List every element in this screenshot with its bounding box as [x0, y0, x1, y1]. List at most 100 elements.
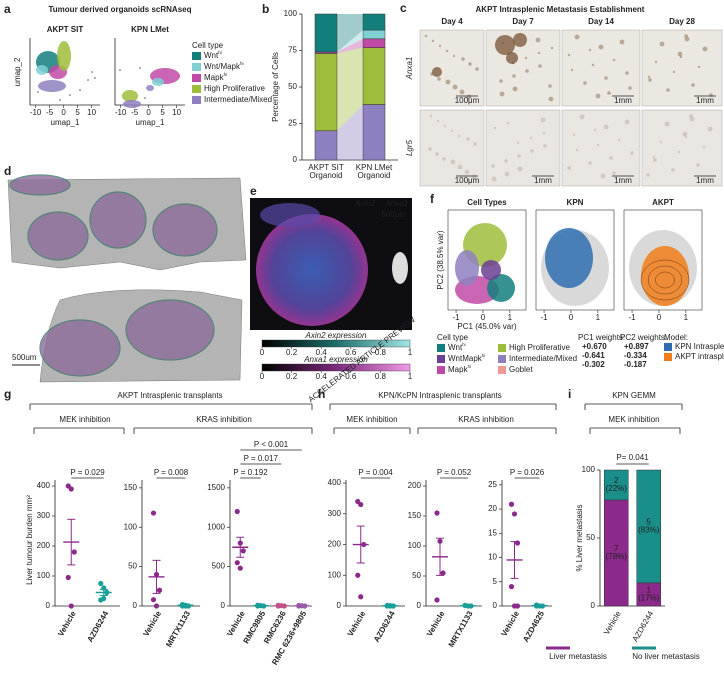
scale-label: 1mm [696, 176, 714, 185]
stain-cluster [432, 67, 442, 77]
umap-cluster [57, 41, 71, 71]
colorbar-tick-label: 0.6 [345, 348, 357, 357]
p-value: P < 0.001 [254, 440, 289, 449]
stain-spot [473, 142, 477, 146]
bar-segment [362, 38, 386, 48]
y-tick-label: 200 [408, 481, 422, 490]
y-tick-label: 0 [417, 601, 422, 610]
bracket-label: KRAS inhibition [196, 415, 252, 424]
stain-spot [457, 134, 461, 138]
flow-band [337, 38, 363, 54]
stain-spot [607, 91, 611, 95]
legend-swatch [664, 343, 672, 351]
tumour-fluorescence [260, 203, 320, 227]
panel-letter: i [568, 387, 571, 401]
stain-spot [506, 121, 510, 125]
data-point [65, 574, 71, 581]
stain-spot [567, 53, 571, 57]
data-point [434, 510, 440, 516]
colorbar-tick-label: 0 [260, 372, 265, 381]
p-value: P = 0.192 [233, 468, 268, 477]
legend-label-main: Wnt/Mapk [204, 62, 241, 71]
stain-spot [512, 86, 518, 92]
tumour-region [152, 203, 218, 257]
x-tick-label: 1 [684, 313, 689, 322]
y-tick-label: 100 [582, 465, 596, 474]
y-tick-label: 400 [328, 478, 342, 487]
stain-spot [595, 93, 601, 99]
stain-spot [570, 68, 574, 72]
y-tick-label: 100 [284, 9, 298, 18]
micrograph [561, 29, 641, 107]
stain-spot [647, 75, 651, 79]
colorbar-tick-label: 0 [260, 348, 265, 357]
y-tick-label: 0 [337, 601, 342, 610]
y-tick-label: 200 [328, 540, 342, 549]
y-tick-label: 100 [408, 541, 422, 550]
data-point [68, 486, 74, 492]
colorbar-tick-label: 1 [408, 372, 413, 381]
stain-spot [575, 148, 579, 152]
umap-point [37, 91, 39, 93]
colorbar-tick-label: 0.4 [316, 348, 328, 357]
legend-label-main: Mapk [448, 365, 469, 374]
y-tick-label: 0 [493, 601, 498, 610]
y-tick-label: 20 [488, 504, 497, 513]
x-axis-label: umap_1 [136, 118, 165, 127]
umap-point [87, 79, 89, 81]
stain-spot [493, 126, 497, 130]
legend-swatch [498, 366, 506, 374]
data-point [237, 565, 243, 571]
segment-label: (17%) [638, 594, 660, 603]
stain-spot [672, 70, 676, 74]
x-tick-label: 0 [569, 313, 574, 322]
data-point [511, 511, 518, 517]
stain-spot [677, 51, 683, 57]
legend-label-sup: hi [462, 342, 465, 347]
stain-spot [431, 39, 435, 43]
colorbar-title: Anxa1 expression [303, 355, 368, 364]
legend-swatch [437, 355, 445, 363]
stain-spot [648, 78, 652, 82]
stain-spot [679, 55, 683, 59]
weights-title: PC1 weights: [578, 333, 625, 342]
y-tick-label: 15 [488, 528, 497, 537]
stain-cluster [495, 35, 515, 55]
panel-letter: g [4, 387, 11, 401]
y-tick-label: 300 [37, 511, 51, 520]
bracket-label: KPN GEMM [612, 391, 656, 400]
y-tick-label: 1500 [207, 483, 225, 492]
tumour-region [125, 299, 215, 361]
legend-swatch [192, 63, 201, 71]
stain-spot [653, 158, 657, 162]
stain-spot [457, 164, 463, 170]
p-value: P = 0.008 [154, 468, 189, 477]
data-point [358, 501, 364, 508]
stain-spot [684, 135, 688, 139]
p-value: P= 0.041 [616, 453, 649, 462]
stain-spot [428, 147, 432, 151]
stain-spot [535, 37, 541, 43]
segment-count: 2 [614, 476, 619, 485]
column-label: Day 7 [512, 17, 534, 26]
legend-label: Wnthi [204, 50, 222, 60]
column-label: Day 28 [669, 17, 695, 26]
stain-spot [452, 84, 458, 90]
segment-count: 1 [647, 586, 652, 595]
data-point [68, 603, 74, 609]
y-tick-label: 0 [46, 601, 51, 610]
legend-label: Mapkhi [448, 364, 471, 374]
stain-spot [697, 65, 701, 69]
stain-spot [540, 117, 546, 123]
legend-swatch [192, 52, 201, 60]
colorbar-tick-label: 0.2 [286, 348, 298, 357]
bar-segment [604, 469, 629, 501]
stain-spot [424, 34, 428, 38]
tumour-region [89, 191, 147, 249]
data-point [153, 603, 160, 609]
x-tick-label: -5 [46, 108, 54, 117]
legend-label-sup: hi [240, 61, 244, 66]
stain-spot [588, 161, 592, 165]
y-axis-label: Liver tumour burden mm² [25, 495, 34, 585]
data-point [434, 597, 440, 603]
